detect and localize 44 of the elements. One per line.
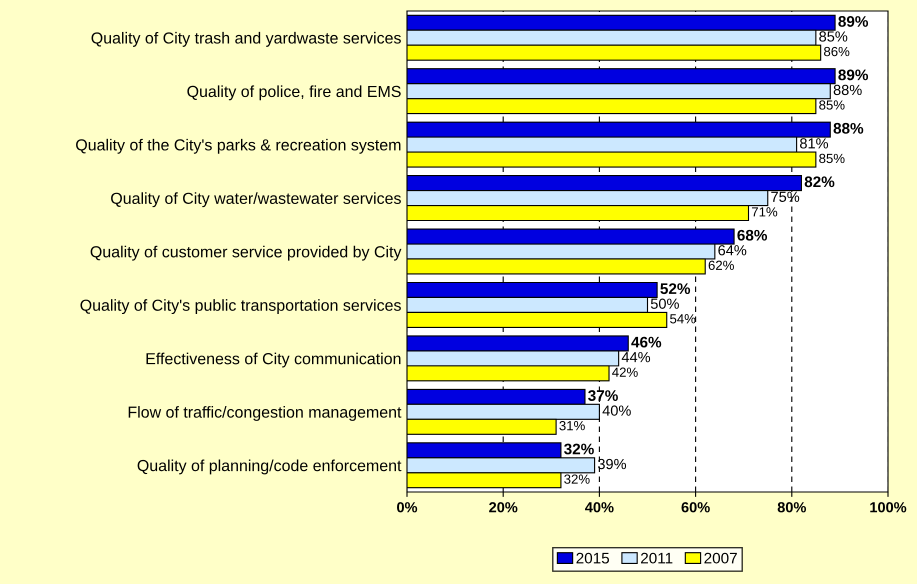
legend-label: 2007 [704,552,737,564]
y-tick-label: Quality of the City's parks & recreation system [76,138,400,154]
data-label: 40% [602,405,631,416]
data-label: 44% [622,352,650,362]
data-label: 81% [800,138,828,149]
data-label: 62% [708,260,734,270]
data-label: 85% [819,31,848,42]
data-label: 71% [752,207,778,217]
y-tick-label: Quality of planning/code enforcement [138,459,402,474]
x-tick-label: 0% [397,502,418,512]
data-label: 37% [588,390,618,401]
data-label: 64% [718,245,746,256]
x-tick-label: 20% [489,502,518,512]
legend-label: 2011 [641,552,672,564]
data-label: 39% [598,458,626,470]
data-label: 52% [660,283,690,294]
y-tick-label: Quality of City water/wastewater services [111,192,401,208]
y-tick-label: Flow of traffic/congestion management [128,406,402,421]
data-label: 85% [819,154,845,164]
data-label: 89% [838,16,868,27]
data-label: 88% [834,84,862,96]
data-label: 88% [834,122,864,134]
data-label: 50% [650,298,679,309]
data-label: 31% [559,420,585,430]
y-tick-label: Quality of City trash and yardwaste services [92,32,401,47]
legend-label: 2015 [576,552,610,564]
data-label: 46% [631,336,662,348]
data-label: 32% [564,444,594,454]
data-label: 89% [838,69,868,80]
x-tick-label: 40% [585,502,614,512]
data-label: 75% [771,192,800,202]
data-label: 68% [737,230,768,241]
x-tick-label: 100% [870,502,906,512]
data-label: 82% [804,176,834,188]
y-tick-label: Effectiveness of City communication [146,352,400,368]
data-label: 32% [564,474,590,484]
x-tick-label: 80% [778,502,806,512]
data-label: 86% [824,46,850,56]
y-tick-label: Quality of City's public transportation services [80,299,401,314]
y-tick-label: Quality of police, fire and EMS [187,85,401,100]
data-label: 42% [612,368,638,377]
y-tick-label: Quality of customer service provided by City [90,246,402,261]
data-label: 85% [819,100,845,110]
x-tick-label: 60% [682,502,710,512]
